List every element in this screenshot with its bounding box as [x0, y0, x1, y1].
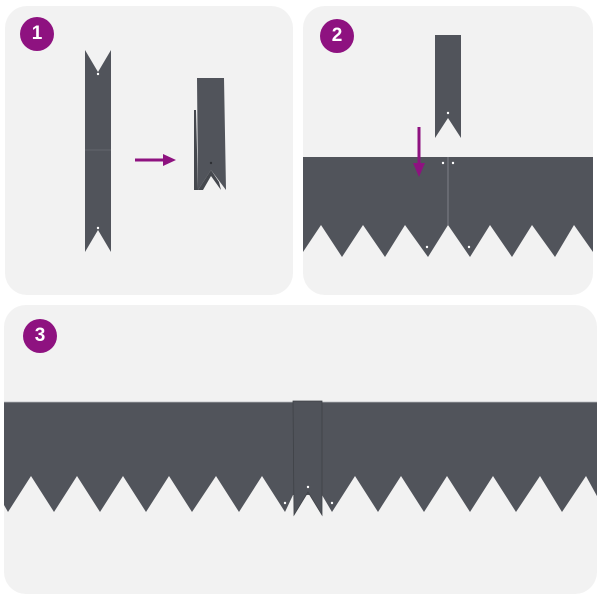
folded-stake	[197, 78, 226, 190]
strip-hole	[467, 245, 471, 249]
strip-hole	[425, 245, 429, 249]
step-2-illustration	[303, 35, 593, 257]
step-1-badge: 1	[20, 17, 54, 51]
stake-hole	[209, 161, 213, 165]
stake-hole	[446, 111, 450, 115]
stake-hole	[306, 485, 310, 489]
step-3-badge: 3	[23, 319, 57, 353]
arrow-right-head	[163, 154, 176, 166]
long-stake	[85, 50, 111, 252]
step-3-illustration	[4, 400, 597, 517]
strip-hole	[451, 161, 455, 165]
stake-hole	[96, 72, 100, 76]
step-1-panel	[5, 6, 293, 295]
stake-hole	[96, 226, 100, 230]
step-1-illustration	[85, 50, 226, 252]
arrow-down-head	[413, 163, 425, 177]
connector-stake	[435, 35, 461, 138]
inserted-stake	[292, 400, 323, 517]
step-2-badge: 2	[320, 19, 354, 53]
folded-stake-notch	[198, 170, 221, 190]
strip-hole	[283, 501, 287, 505]
folded-stake-back	[194, 110, 198, 190]
strip-hole	[330, 501, 334, 505]
strip-hole	[441, 161, 445, 165]
